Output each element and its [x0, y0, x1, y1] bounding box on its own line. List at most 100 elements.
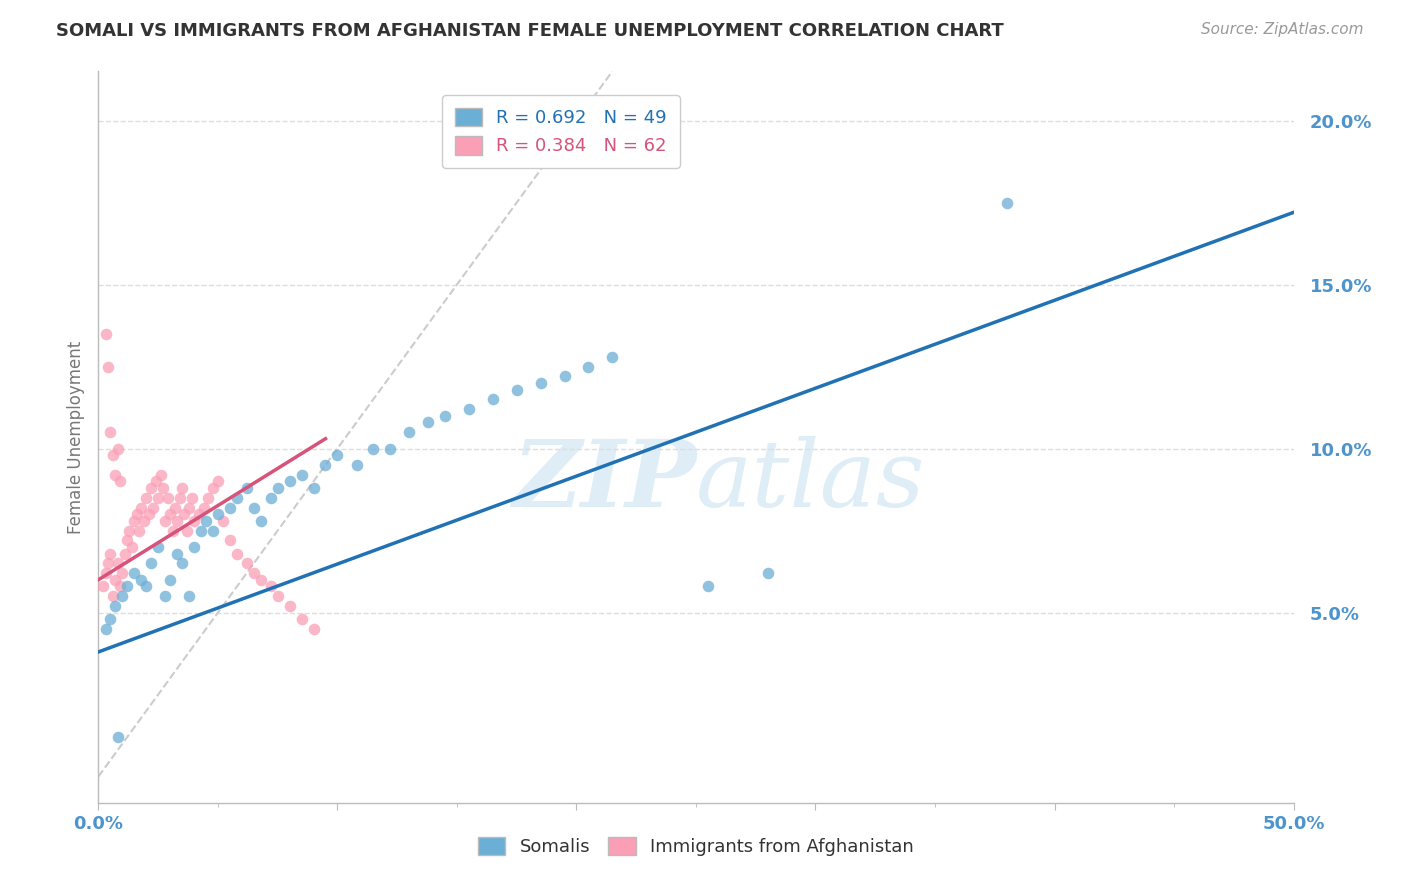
Point [94, 566, 117, 581]
Point [398, 425, 420, 439]
Point [124, 566, 146, 581]
Point [148, 540, 170, 554]
Point [114, 547, 136, 561]
Point [183, 514, 205, 528]
Point [138, 507, 160, 521]
Point [163, 500, 186, 515]
Point [149, 467, 172, 482]
Point [156, 491, 179, 505]
Point [315, 458, 337, 472]
Point [107, 442, 129, 456]
Point [278, 475, 301, 489]
Point [172, 481, 194, 495]
Point [101, 448, 124, 462]
Point [132, 514, 155, 528]
Point [481, 392, 505, 407]
Point [506, 383, 529, 397]
Point [211, 514, 233, 528]
Point [118, 524, 141, 538]
Text: ZIP: ZIP [512, 436, 696, 526]
Point [235, 557, 257, 571]
Point [104, 467, 127, 482]
Point [190, 524, 212, 538]
Point [97, 557, 120, 571]
Point [107, 557, 129, 571]
Point [121, 540, 143, 554]
Point [756, 566, 779, 581]
Point [195, 514, 218, 528]
Point [193, 500, 215, 515]
Point [326, 448, 349, 462]
Point [125, 507, 148, 521]
Text: atlas: atlas [696, 436, 925, 526]
Point [108, 475, 131, 489]
Point [995, 195, 1018, 210]
Point [219, 533, 242, 548]
Point [108, 579, 131, 593]
Point [291, 467, 314, 482]
Point [291, 612, 314, 626]
Point [162, 524, 184, 538]
Point [115, 533, 138, 548]
Point [187, 507, 209, 521]
Point [458, 402, 481, 417]
Point [107, 730, 129, 744]
Text: Source: ZipAtlas.com: Source: ZipAtlas.com [1201, 22, 1364, 37]
Point [259, 579, 281, 593]
Point [135, 491, 157, 505]
Point [179, 589, 201, 603]
Point [179, 500, 201, 515]
Point [115, 579, 138, 593]
Point [173, 507, 195, 521]
Point [104, 599, 127, 613]
Point [202, 481, 225, 495]
Point [302, 622, 325, 636]
Point [378, 442, 401, 456]
Point [180, 491, 202, 505]
Legend: Somalis, Immigrants from Afghanistan: Somalis, Immigrants from Afghanistan [471, 830, 921, 863]
Point [197, 491, 219, 505]
Point [111, 589, 134, 603]
Point [131, 500, 153, 515]
Point [235, 481, 257, 495]
Y-axis label: Female Unemployment: Female Unemployment [66, 341, 84, 533]
Point [278, 599, 301, 613]
Point [418, 415, 440, 429]
Point [148, 491, 170, 505]
Point [104, 573, 127, 587]
Point [124, 514, 146, 528]
Point [91, 579, 114, 593]
Point [159, 573, 181, 587]
Point [226, 547, 249, 561]
Point [530, 376, 553, 390]
Point [267, 589, 290, 603]
Point [159, 507, 181, 521]
Point [202, 524, 225, 538]
Point [155, 589, 177, 603]
Point [259, 491, 281, 505]
Point [139, 557, 162, 571]
Point [554, 369, 576, 384]
Point [346, 458, 368, 472]
Point [578, 359, 600, 374]
Point [434, 409, 457, 423]
Point [602, 350, 624, 364]
Point [697, 579, 720, 593]
Point [98, 612, 122, 626]
Point [131, 573, 153, 587]
Point [155, 514, 177, 528]
Point [135, 579, 157, 593]
Text: SOMALI VS IMMIGRANTS FROM AFGHANISTAN FEMALE UNEMPLOYMENT CORRELATION CHART: SOMALI VS IMMIGRANTS FROM AFGHANISTAN FE… [56, 22, 1004, 40]
Point [98, 425, 122, 439]
Point [183, 540, 205, 554]
Point [94, 326, 117, 341]
Point [97, 359, 120, 374]
Point [101, 589, 124, 603]
Point [302, 481, 325, 495]
Point [166, 514, 188, 528]
Point [363, 442, 385, 456]
Point [207, 475, 229, 489]
Point [250, 573, 273, 587]
Point [176, 524, 198, 538]
Point [166, 547, 188, 561]
